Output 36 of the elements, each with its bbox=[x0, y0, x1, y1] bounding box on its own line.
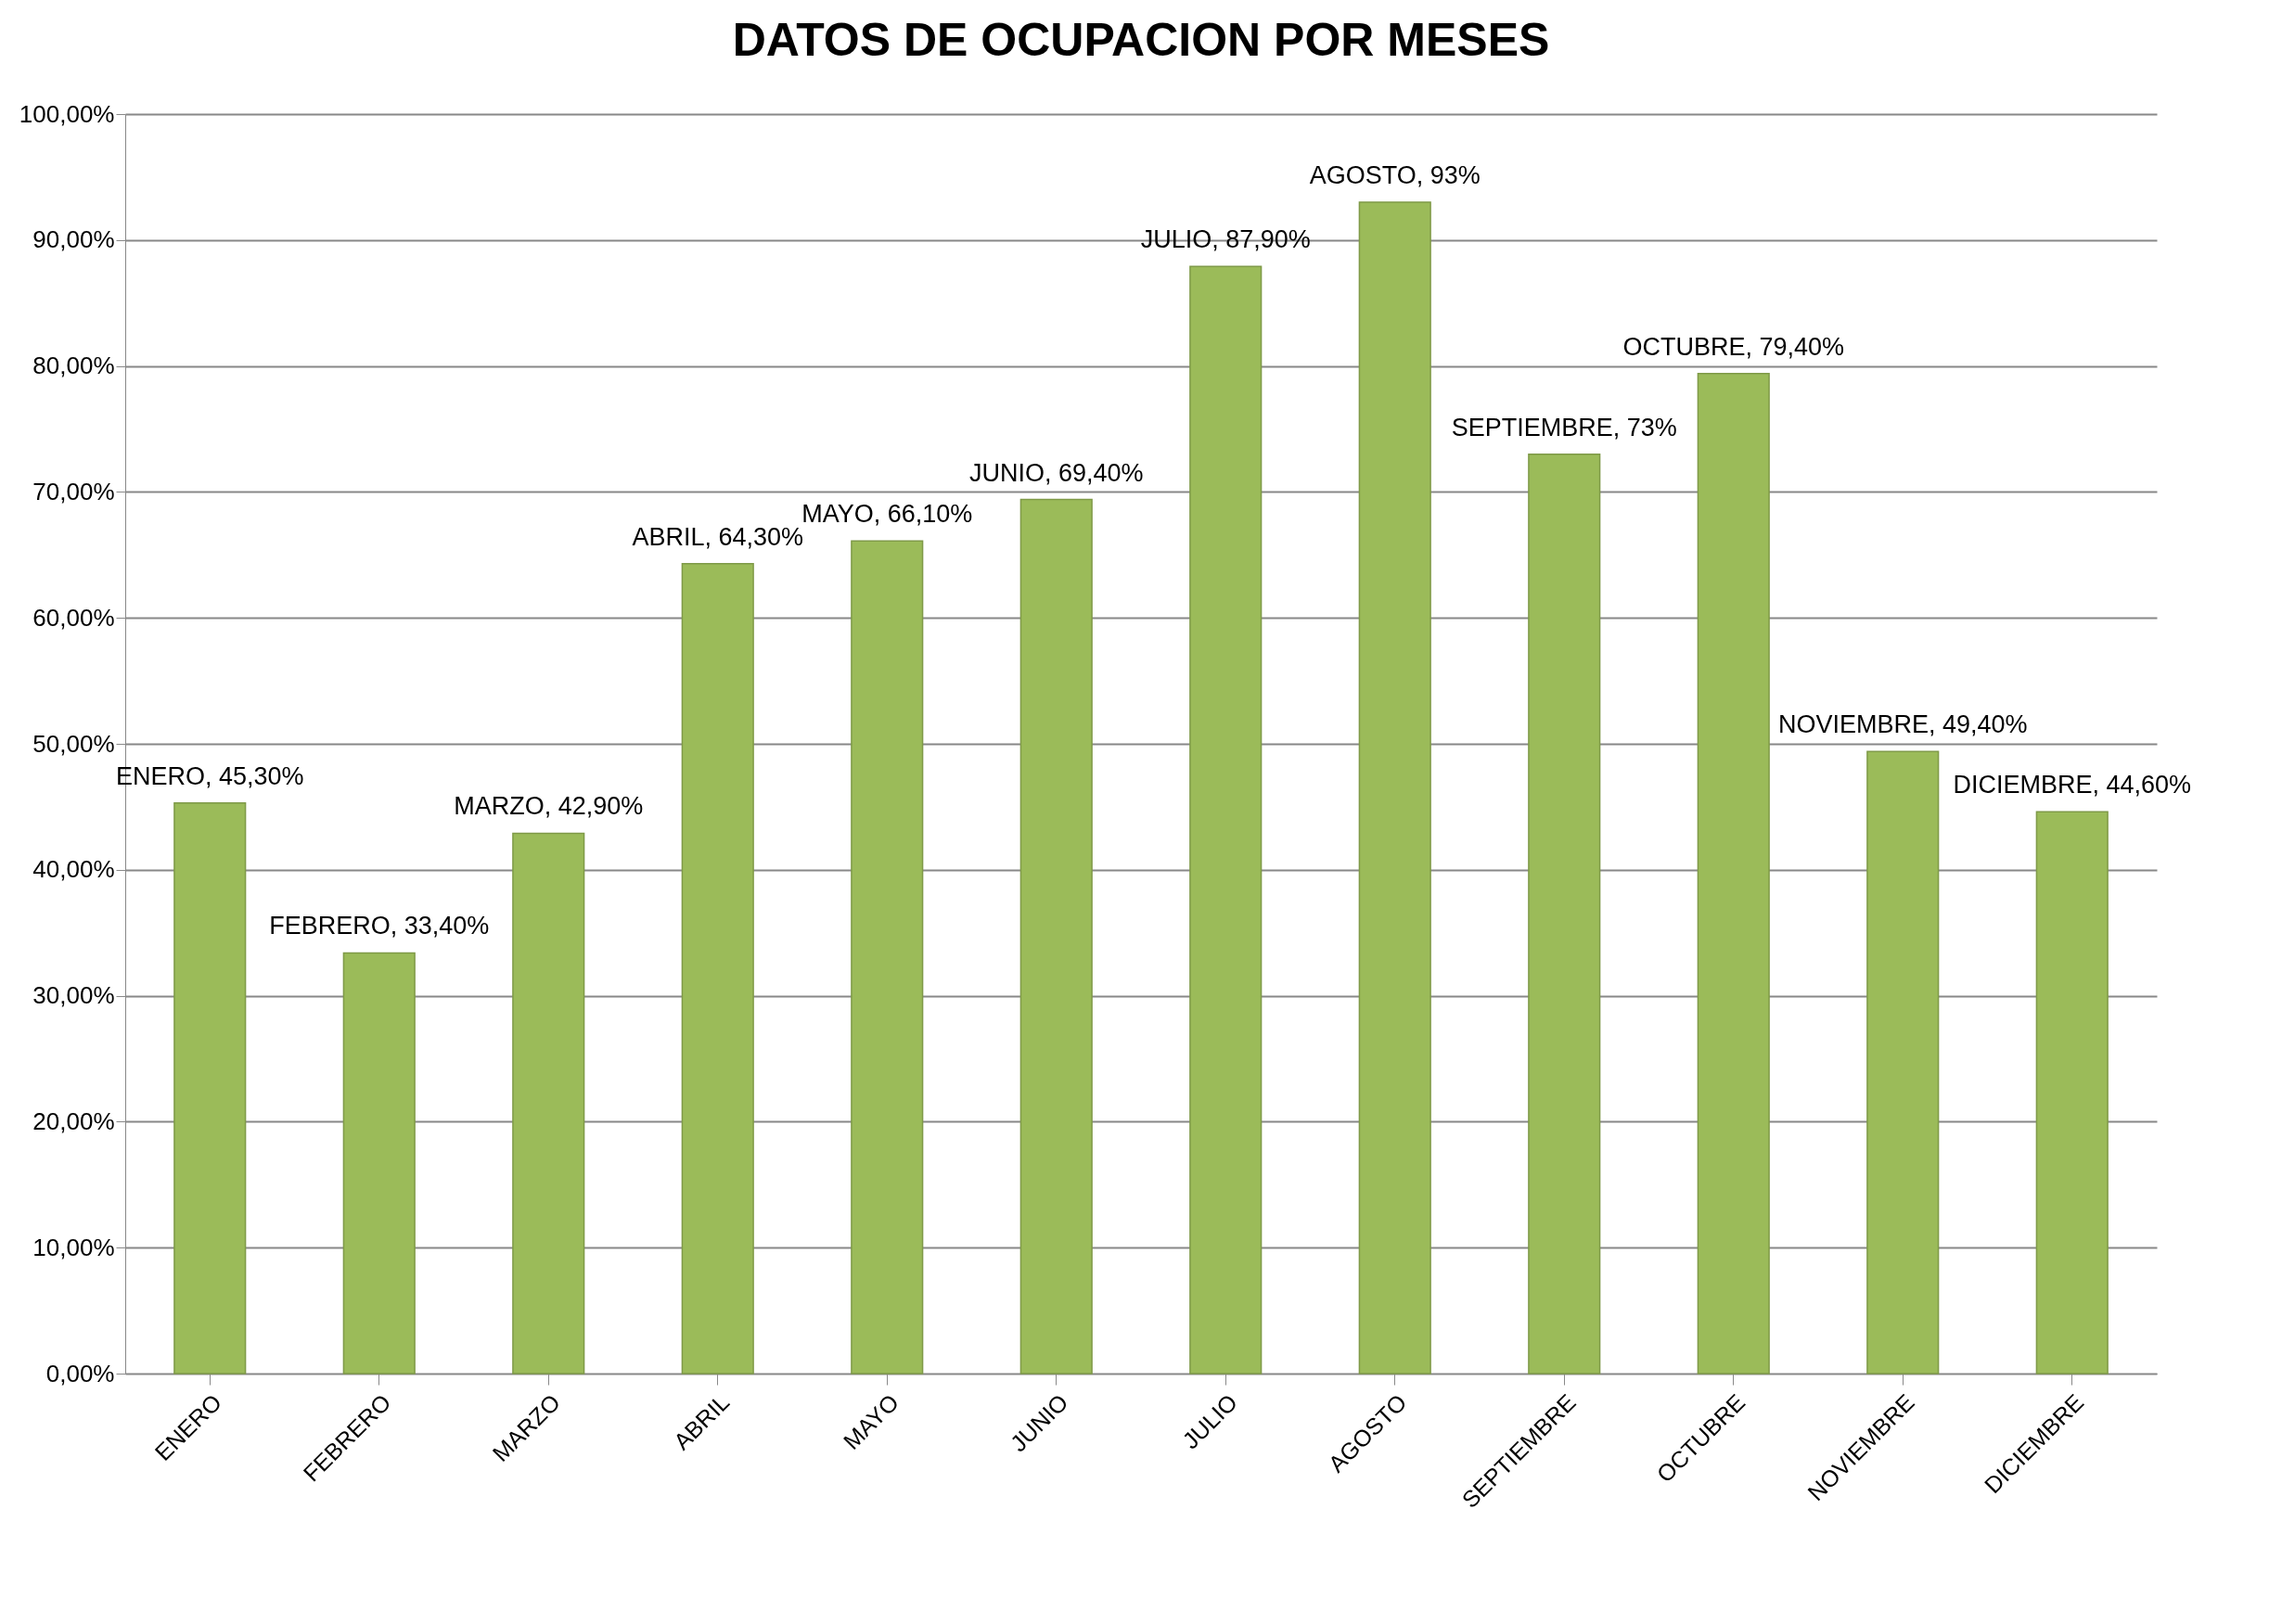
y-tick-label: 40,00% bbox=[32, 855, 115, 884]
bar bbox=[1189, 265, 1263, 1375]
y-tick-label: 100,00% bbox=[19, 99, 115, 128]
y-tick-label: 70,00% bbox=[32, 477, 115, 505]
y-tick-label: 60,00% bbox=[32, 603, 115, 632]
bar bbox=[342, 952, 416, 1375]
data-label: MARZO, 42,90% bbox=[454, 792, 644, 821]
data-label: OCTUBRE, 79,40% bbox=[1622, 332, 1845, 361]
data-label: MAYO, 66,10% bbox=[801, 500, 973, 529]
data-label: DICIEMBRE, 44,60% bbox=[1953, 771, 2192, 799]
data-label: NOVIEMBRE, 49,40% bbox=[1777, 710, 2028, 739]
y-tick-label: 0,00% bbox=[45, 1359, 115, 1387]
bar bbox=[1866, 750, 1940, 1375]
y-tick-label: 10,00% bbox=[32, 1233, 115, 1261]
y-tick-label: 50,00% bbox=[32, 729, 115, 758]
data-label: ABRIL, 64,30% bbox=[632, 522, 804, 551]
y-tick-label: 20,00% bbox=[32, 1106, 115, 1135]
y-tick-label: 30,00% bbox=[32, 981, 115, 1010]
y-tick-label: 90,00% bbox=[32, 225, 115, 254]
bar bbox=[2035, 811, 2109, 1375]
bar bbox=[173, 802, 247, 1375]
data-label: JUNIO, 69,40% bbox=[968, 458, 1144, 487]
y-tick-label: 80,00% bbox=[32, 352, 115, 380]
data-label: ENERO, 45,30% bbox=[115, 761, 304, 790]
bar bbox=[681, 563, 754, 1375]
bar bbox=[512, 832, 585, 1375]
bar bbox=[1358, 201, 1431, 1375]
bar bbox=[1697, 373, 1770, 1375]
data-label: AGOSTO, 93% bbox=[1309, 161, 1481, 190]
data-label: JULIO, 87,90% bbox=[1140, 225, 1311, 254]
bar bbox=[1528, 453, 1601, 1375]
data-label: SEPTIEMBRE, 73% bbox=[1451, 413, 1677, 441]
data-label: FEBRERO, 33,40% bbox=[269, 912, 490, 940]
bar bbox=[1019, 498, 1093, 1375]
bar bbox=[851, 540, 924, 1375]
chart-title: DATOS DE OCUPACION POR MESES bbox=[732, 14, 1550, 66]
